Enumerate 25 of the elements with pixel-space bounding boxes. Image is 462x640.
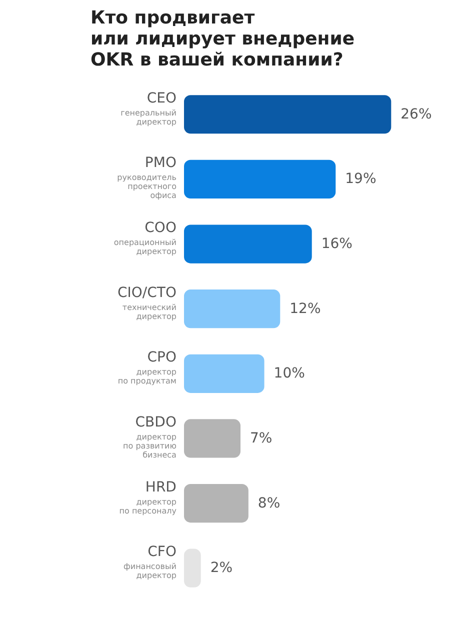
data-label: 7% [250, 430, 272, 446]
data-label: 2% [210, 560, 233, 576]
data-label: 8% [258, 495, 280, 512]
data-label: 12% [290, 300, 321, 317]
chart-title: Кто продвигает или лидирует внедрение OKR в вашей компании? [90, 8, 355, 70]
bar [184, 95, 392, 134]
y-tick-label: PMO руководитель проектного офиса [117, 155, 177, 200]
bar [184, 484, 248, 523]
y-tick-label: CPO директор по продуктам [118, 350, 176, 386]
y-tick-label: COO операционный директор [114, 220, 176, 256]
bar [184, 354, 264, 393]
y-tick-label: CBDO директор по развитию бизнеса [123, 414, 177, 460]
data-label: 26% [400, 106, 432, 122]
data-label: 19% [345, 171, 376, 188]
bar [184, 290, 280, 328]
bar [184, 224, 312, 264]
y-tick-label: CEO генеральный директор [120, 90, 176, 126]
y-tick-label: HRD директор по персоналу [119, 479, 177, 516]
y-tick-label: CIO/CTO технический директор [117, 284, 176, 321]
bar [184, 419, 241, 458]
data-label: 10% [274, 366, 305, 382]
bar [184, 548, 201, 588]
data-label: 16% [321, 236, 352, 252]
bar [184, 160, 336, 198]
y-tick-label: CFO финансовый директор [124, 544, 176, 580]
